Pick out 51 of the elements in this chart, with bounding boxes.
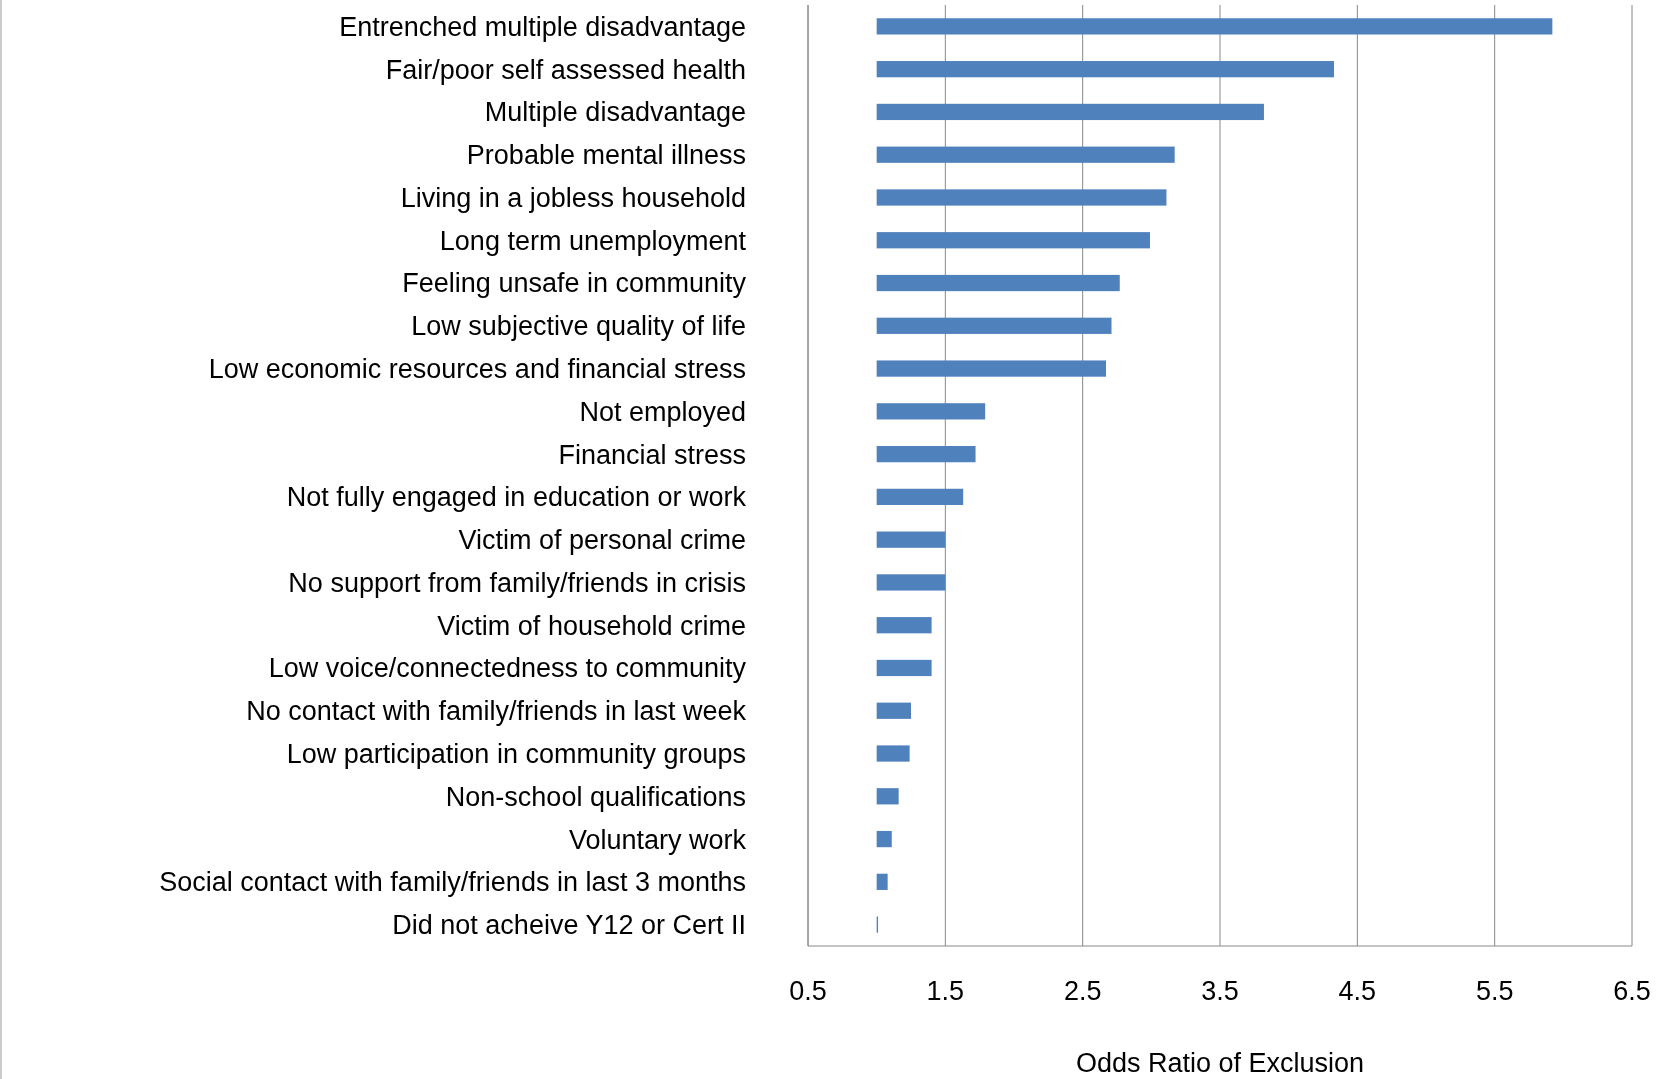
bar	[876, 617, 932, 634]
bar	[876, 531, 946, 548]
y-tick-label: Victim of household crime	[437, 610, 746, 641]
y-tick-label: Not employed	[579, 396, 746, 427]
y-tick-label: No support from family/friends in crisis	[288, 567, 746, 598]
x-tick-label: 1.5	[926, 976, 965, 1006]
x-axis-title: Odds Ratio of Exclusion	[1075, 1048, 1365, 1078]
y-tick-label: Multiple disadvantage	[484, 97, 746, 128]
bar	[876, 18, 1553, 35]
bar	[876, 189, 1167, 206]
y-tick-label: Living in a jobless household	[400, 182, 746, 213]
bar	[876, 317, 1112, 334]
y-tick-label: Long term unemployment	[439, 225, 747, 256]
bar	[876, 702, 911, 719]
y-tick-label: Voluntary work	[568, 824, 747, 855]
y-tick-label: Financial stress	[558, 439, 746, 470]
y-tick-label: Fair/poor self assessed health	[385, 54, 746, 85]
y-tick-label: Non-school qualifications	[445, 781, 746, 812]
bar	[876, 360, 1107, 377]
bar	[876, 403, 986, 420]
bar	[876, 745, 910, 762]
x-tick-label: 4.5	[1338, 976, 1377, 1006]
x-tick-label: 6.5	[1613, 976, 1651, 1006]
bar	[876, 232, 1150, 249]
bar	[876, 61, 1334, 78]
x-tick-label: 2.5	[1063, 976, 1102, 1006]
bar	[876, 830, 892, 848]
x-tick-label: 5.5	[1475, 976, 1514, 1006]
bar	[876, 488, 964, 506]
y-tick-label: Low subjective quality of life	[411, 311, 746, 342]
x-tick-label: 3.5	[1201, 976, 1239, 1006]
y-tick-label: Social contact with family/friends in last 3 months	[159, 867, 746, 898]
y-tick-label: Did not acheive Y12 or Cert II	[392, 910, 746, 941]
bar	[876, 146, 1175, 163]
y-tick-label: Victim of personal crime	[458, 525, 746, 556]
x-tick-label: 0.5	[789, 976, 827, 1006]
bar	[876, 788, 899, 805]
bar	[876, 103, 1264, 121]
y-tick-label: Probable mental illness	[466, 140, 746, 171]
bar	[876, 445, 976, 463]
y-tick-label: Low economic resources and financial stress	[208, 354, 746, 385]
bar	[876, 659, 932, 677]
y-tick-label: Low participation in community groups	[286, 738, 746, 769]
bar	[876, 574, 946, 591]
y-tick-label: No contact with family/friends in last week	[246, 696, 747, 727]
bar	[876, 873, 888, 890]
y-tick-label: Entrenched multiple disadvantage	[339, 11, 746, 42]
y-tick-label: Feeling unsafe in community	[402, 268, 747, 299]
y-tick-label: Low voice/connectedness to community	[268, 653, 747, 684]
y-tick-label: Not fully engaged in education or work	[286, 482, 747, 513]
bar	[876, 274, 1120, 292]
